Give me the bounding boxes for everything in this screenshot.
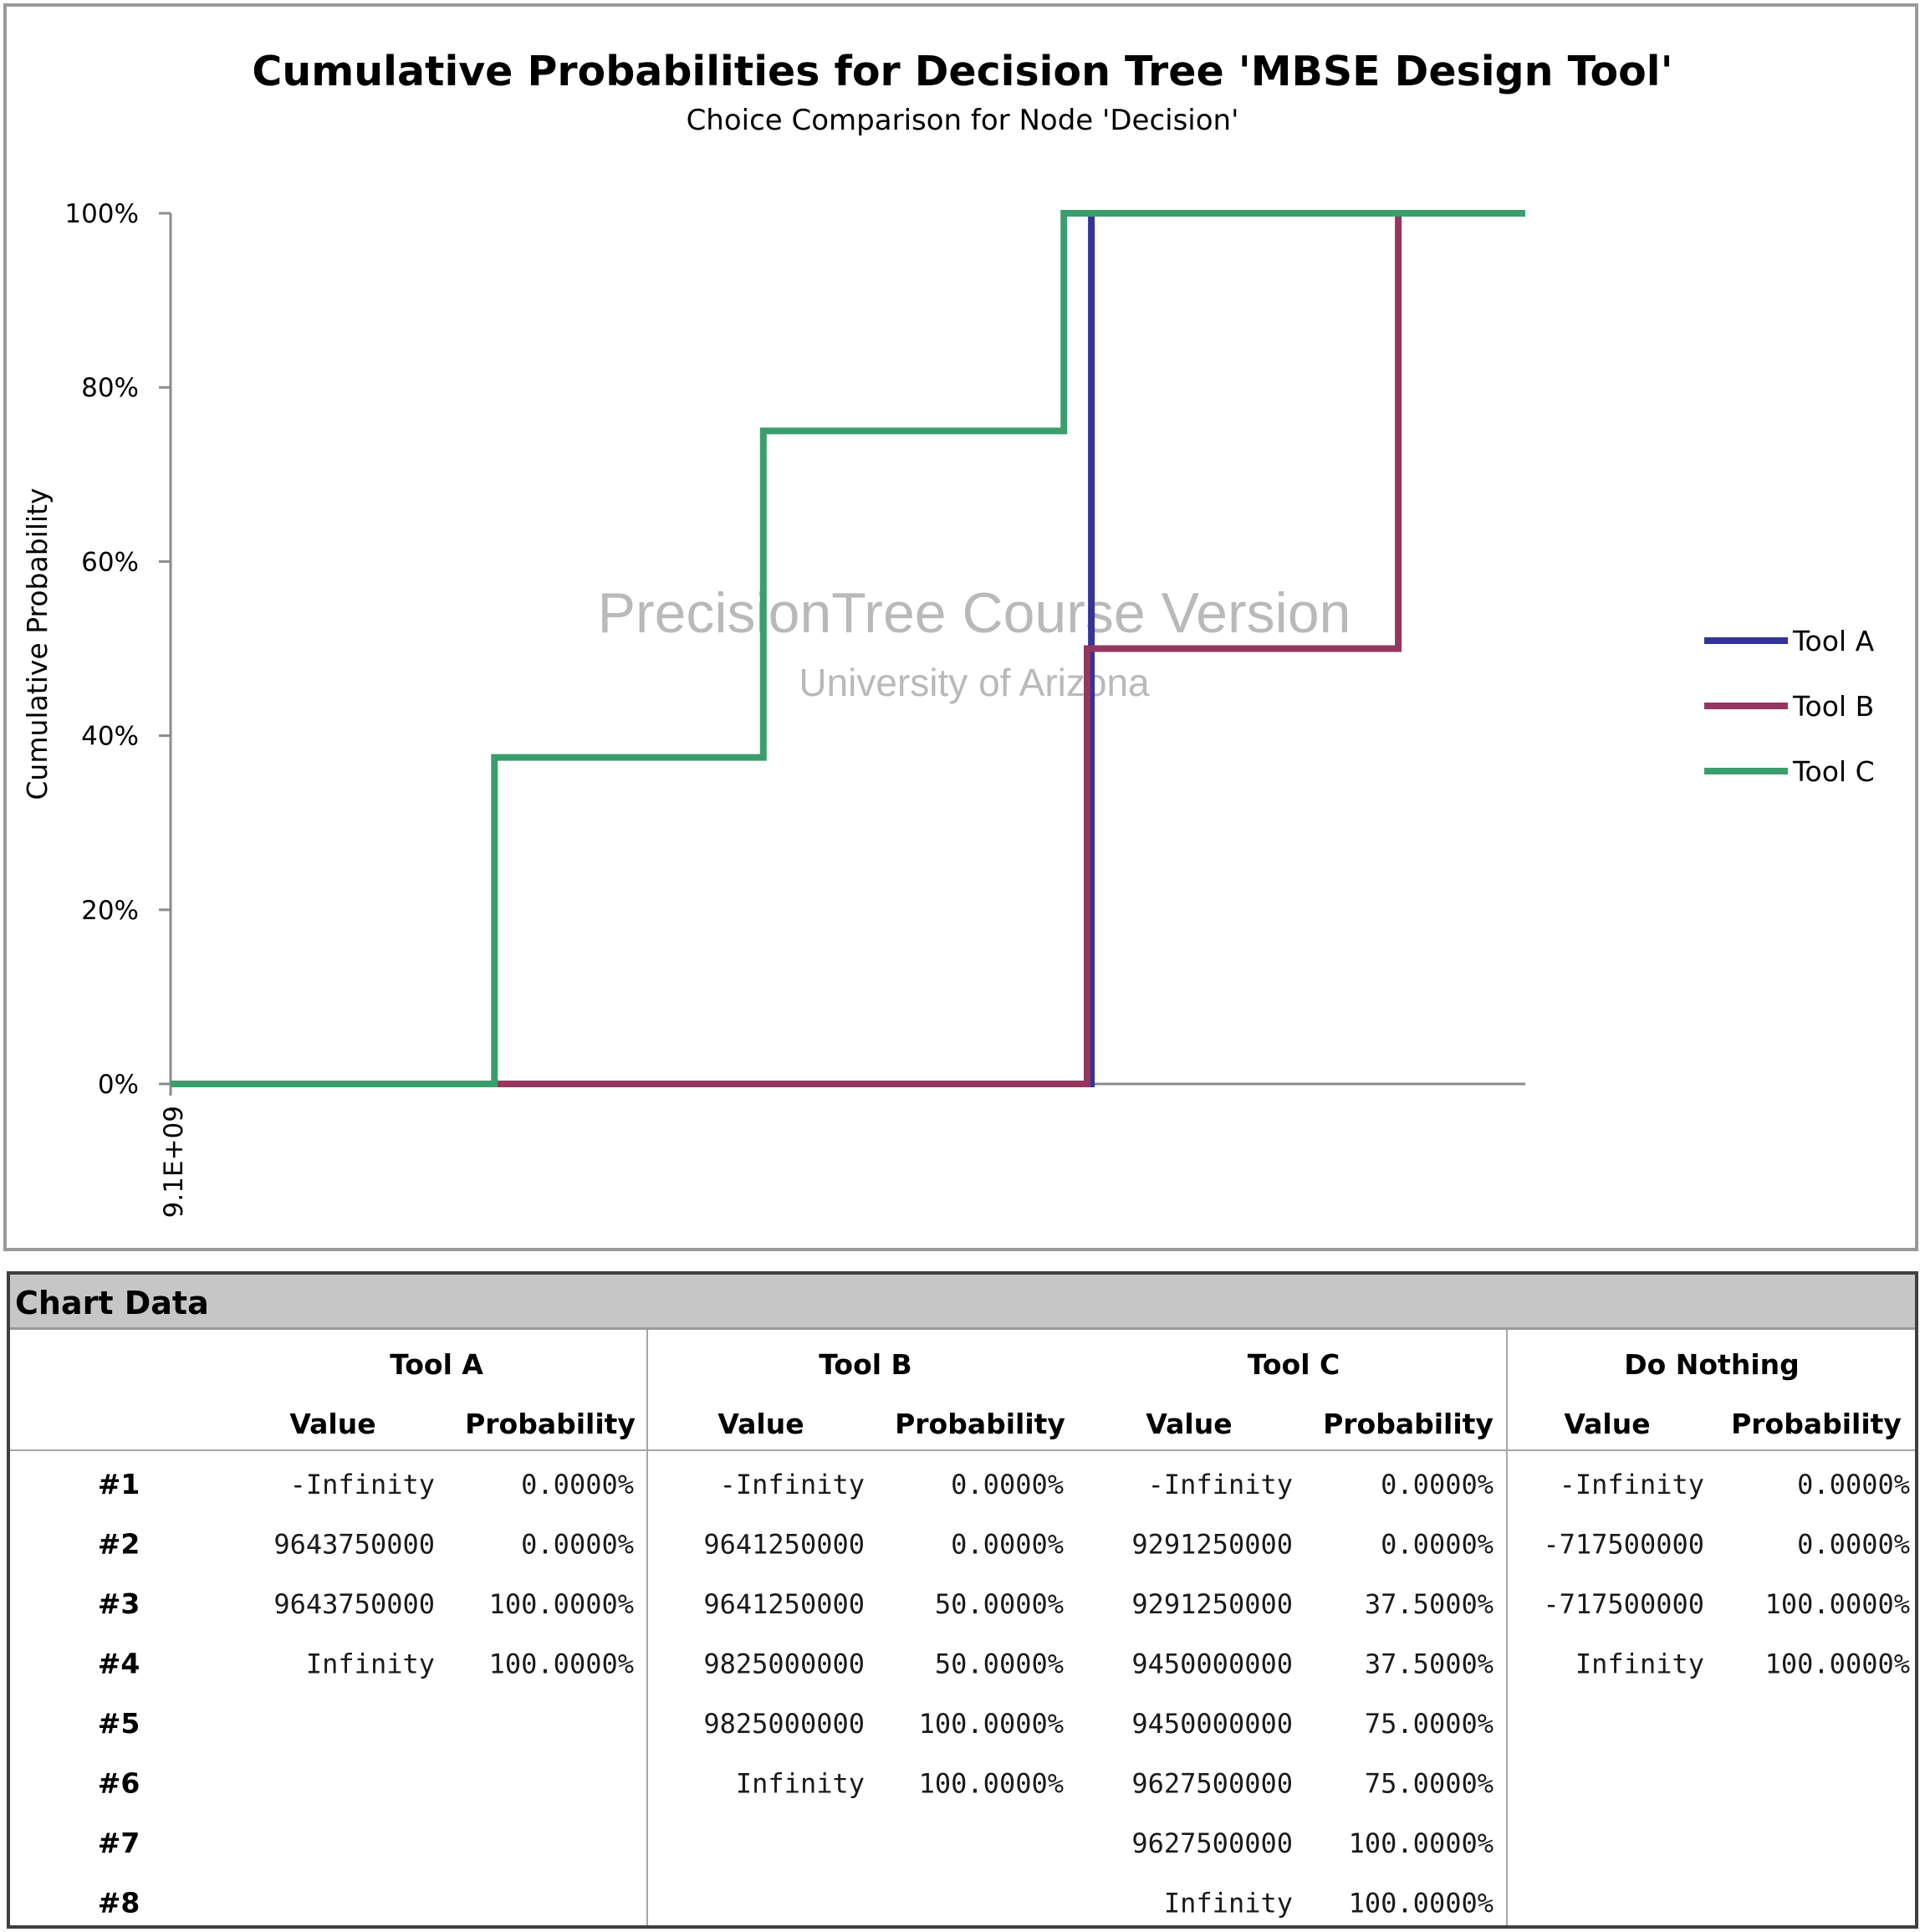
probability-cell: 0.0000% (951, 1529, 1064, 1561)
x-tick-label: 9.1E+09 (159, 1106, 189, 1218)
group-header: Tool C (1248, 1348, 1340, 1381)
row-label: #3 (98, 1587, 140, 1620)
value-cell: 9450000000 (1131, 1648, 1293, 1680)
legend-label: Tool C (1792, 755, 1875, 788)
probability-cell: 0.0000% (521, 1529, 634, 1561)
probability-cell: 100.0000% (919, 1708, 1064, 1740)
value-column-header: Value (717, 1408, 804, 1440)
value-cell: 9825000000 (703, 1648, 865, 1680)
probability-cell: 100.0000% (1765, 1588, 1910, 1620)
value-column-header: Value (1146, 1408, 1232, 1440)
row-label: #8 (98, 1887, 140, 1919)
y-tick-label: 40% (81, 722, 139, 752)
row-label: #6 (98, 1767, 140, 1800)
value-cell: 9641250000 (703, 1588, 865, 1620)
row-label: #5 (98, 1707, 140, 1740)
value-cell: 9643750000 (273, 1529, 435, 1561)
probability-cell: 50.0000% (935, 1648, 1064, 1680)
probability-cell: 100.0000% (1765, 1648, 1910, 1680)
probability-cell: 75.0000% (1365, 1708, 1494, 1740)
probability-column-header: Probability (1731, 1408, 1902, 1440)
value-cell: -Infinity (1148, 1469, 1293, 1500)
value-column-header: Value (1564, 1408, 1650, 1440)
table-grid: Tool A Value Probability Tool B Value Probabi… (10, 1330, 1915, 1925)
probability-cell: 37.5000% (1365, 1648, 1494, 1680)
chart-data-table: Chart Data Tool A Value Probability Tool B V… (7, 1271, 1918, 1929)
series-line-tool-b (171, 210, 1525, 1087)
row-label: #2 (98, 1528, 140, 1561)
probability-cell: 0.0000% (521, 1469, 634, 1500)
legend: Tool A Tool B Tool C (1704, 625, 1875, 788)
table-header: Chart Data (10, 1275, 1915, 1330)
legend-item: Tool A (1704, 625, 1875, 657)
chart-subtitle: Choice Comparison for Node 'Decision' (687, 104, 1239, 137)
probability-column-header: Probability (895, 1408, 1065, 1440)
row-label: #4 (98, 1648, 140, 1680)
probability-cell: 0.0000% (1381, 1469, 1494, 1500)
legend-item: Tool B (1704, 690, 1874, 723)
value-cell: 9291250000 (1131, 1588, 1293, 1620)
value-cell: -717500000 (1543, 1529, 1704, 1561)
value-column-header: Value (289, 1408, 375, 1440)
probability-cell: 0.0000% (1381, 1529, 1494, 1561)
watermark: PrecisionTree Course Version University … (598, 581, 1351, 704)
group-header: Tool B (819, 1348, 911, 1381)
probability-cell: 75.0000% (1365, 1768, 1494, 1800)
value-cell: 9627500000 (1131, 1768, 1293, 1800)
group-header: Do Nothing (1624, 1348, 1800, 1381)
watermark-line-1: PrecisionTree Course Version (598, 581, 1351, 645)
row-label: #1 (98, 1468, 140, 1500)
value-cell: 9643750000 (273, 1588, 435, 1620)
probability-cell: 37.5000% (1365, 1588, 1494, 1620)
value-cell: -Infinity (1560, 1469, 1704, 1500)
y-tick-label: 100% (64, 199, 139, 229)
value-cell: 9291250000 (1131, 1529, 1293, 1561)
probability-cell: 100.0000% (1349, 1888, 1494, 1919)
value-cell: 9450000000 (1131, 1708, 1293, 1740)
probability-column-header: Probability (465, 1408, 636, 1440)
table-text: Tool A Value Probability Tool B Value Probabi… (98, 1348, 1910, 1919)
table-lines (10, 1330, 1915, 1925)
value-cell: 9641250000 (703, 1529, 865, 1561)
probability-cell: 0.0000% (951, 1469, 1064, 1500)
value-cell: Infinity (306, 1648, 435, 1680)
legend-label: Tool B (1792, 690, 1874, 723)
y-tick-label: 0% (98, 1070, 139, 1100)
series-line-tool-c (171, 210, 1525, 1087)
row-label: #7 (98, 1827, 140, 1859)
probability-column-header: Probability (1323, 1408, 1494, 1440)
y-tick-label: 20% (81, 896, 139, 926)
value-cell: -Infinity (290, 1469, 435, 1500)
value-cell: Infinity (736, 1768, 865, 1800)
probability-cell: 0.0000% (1797, 1529, 1910, 1561)
value-cell: -Infinity (720, 1469, 865, 1500)
probability-cell: 50.0000% (935, 1588, 1064, 1620)
value-cell: Infinity (1164, 1888, 1293, 1919)
legend-item: Tool C (1704, 755, 1875, 788)
legend-label: Tool A (1792, 625, 1875, 657)
value-cell: Infinity (1575, 1648, 1704, 1680)
group-header: Tool A (390, 1348, 483, 1381)
probability-cell: 100.0000% (489, 1588, 634, 1620)
y-tick-label: 60% (81, 547, 139, 577)
value-cell: 9627500000 (1131, 1827, 1293, 1859)
watermark-line-2: University of Arizona (799, 661, 1150, 704)
probability-cell: 100.0000% (919, 1768, 1064, 1800)
series-layer (171, 210, 1525, 1087)
chart-panel: Cumulative Probabilities for Decision Tr… (3, 3, 1918, 1251)
y-tick-group: 0% 20% 40% 60% 80% 100% (64, 199, 171, 1100)
value-cell: -717500000 (1543, 1588, 1704, 1620)
value-cell: 9825000000 (703, 1708, 865, 1740)
probability-cell: 100.0000% (1349, 1827, 1494, 1859)
cumulative-probability-chart: Cumulative Probabilities for Decision Tr… (21, 48, 1875, 1218)
y-tick-label: 80% (81, 373, 139, 403)
probability-cell: 100.0000% (489, 1648, 634, 1680)
probability-cell: 0.0000% (1797, 1469, 1910, 1500)
chart-axes: 9.1E+09 (159, 213, 1525, 1218)
y-axis-title: Cumulative Probability (21, 488, 54, 800)
chart-title: Cumulative Probabilities for Decision Tr… (252, 48, 1672, 95)
